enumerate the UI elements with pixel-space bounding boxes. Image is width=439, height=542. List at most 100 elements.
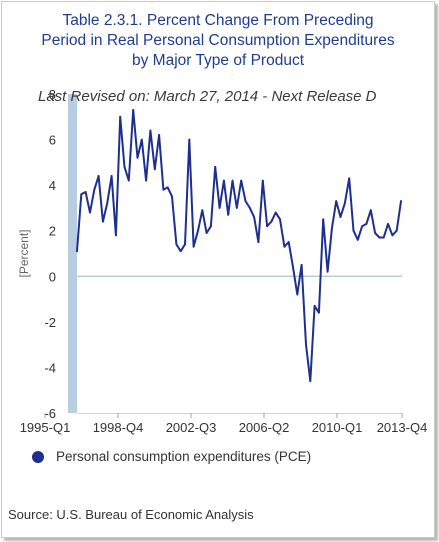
data-point bbox=[292, 266, 294, 269]
y-tick-label: -4 bbox=[44, 360, 56, 375]
data-point bbox=[175, 243, 178, 246]
data-point bbox=[395, 229, 398, 232]
data-point bbox=[123, 166, 126, 168]
legend: Personal consumption expenditures (PCE) bbox=[32, 449, 311, 464]
data-point bbox=[84, 191, 87, 193]
chart-title-line-2: Period in Real Personal Consumption Expe… bbox=[41, 32, 395, 49]
y-tick-label: -6 bbox=[44, 406, 56, 421]
y-tick-label: 8 bbox=[49, 87, 56, 102]
data-point bbox=[322, 218, 325, 221]
x-tick-label: 2002-Q3 bbox=[166, 420, 217, 435]
data-point bbox=[171, 195, 173, 198]
x-tick-label: 2006-Q2 bbox=[239, 420, 290, 435]
revision-note: Last Revised on: March 27, 2014 - Next R… bbox=[38, 88, 377, 105]
data-point bbox=[188, 138, 191, 141]
data-point bbox=[391, 234, 394, 237]
chart-frame: Table 2.3.1. Percent Change From Precedi… bbox=[1, 1, 435, 538]
data-point bbox=[348, 177, 351, 180]
chart-title-line-1: Table 2.3.1. Percent Change From Precedi… bbox=[62, 12, 374, 29]
line-chart: -6 -4 -2 0 2 4 6 8 [Percent] 1995-Q1 1998-Q4 2002-Q… bbox=[17, 87, 428, 435]
source-note: Source: U.S. Bureau of Economic Analysis bbox=[8, 507, 254, 522]
data-point bbox=[231, 179, 234, 182]
legend-label: Personal consumption expenditures (PCE) bbox=[56, 449, 312, 464]
data-point bbox=[89, 211, 91, 214]
data-point bbox=[140, 138, 143, 141]
data-point bbox=[318, 311, 320, 314]
data-point bbox=[369, 209, 372, 212]
y-tick-label: 2 bbox=[49, 224, 56, 239]
data-point bbox=[102, 220, 104, 223]
data-point bbox=[158, 134, 161, 136]
data-point bbox=[76, 250, 78, 253]
data-point bbox=[132, 109, 135, 111]
data-point bbox=[287, 241, 290, 244]
data-point bbox=[356, 238, 359, 241]
data-point bbox=[296, 293, 299, 296]
x-tick-label: 2013-Q4 bbox=[377, 420, 428, 435]
data-point bbox=[162, 188, 165, 191]
data-point bbox=[127, 179, 130, 182]
data-point bbox=[149, 129, 152, 132]
chart-title: Table 2.3.1. Percent Change From Precedi… bbox=[2, 11, 434, 71]
data-point bbox=[235, 207, 238, 209]
data-point bbox=[274, 211, 277, 214]
data-point bbox=[218, 207, 221, 209]
data-point bbox=[192, 245, 195, 248]
data-point bbox=[335, 200, 338, 203]
y-tick-label: 6 bbox=[49, 133, 56, 148]
legend-marker bbox=[32, 450, 44, 463]
data-point bbox=[80, 193, 83, 196]
data-point bbox=[197, 229, 199, 232]
data-point bbox=[339, 216, 342, 218]
data-point bbox=[214, 166, 217, 168]
data-point bbox=[223, 179, 225, 182]
data-point bbox=[331, 227, 333, 230]
data-point bbox=[106, 202, 109, 205]
x-tick-label: 1998-Q4 bbox=[93, 420, 144, 435]
data-point bbox=[201, 209, 204, 212]
data-point bbox=[361, 225, 363, 228]
data-point bbox=[227, 213, 230, 216]
data-point bbox=[279, 218, 281, 221]
data-point bbox=[283, 245, 286, 248]
data-point bbox=[300, 264, 303, 266]
data-point bbox=[266, 225, 268, 228]
data-point bbox=[97, 175, 100, 177]
y-tick-label: -2 bbox=[44, 315, 56, 330]
series-line-pce bbox=[76, 108, 402, 383]
data-point bbox=[387, 223, 389, 225]
data-point bbox=[205, 232, 208, 234]
data-point bbox=[153, 168, 156, 171]
data-point bbox=[179, 250, 182, 253]
data-point bbox=[110, 175, 113, 177]
data-point bbox=[184, 243, 186, 246]
data-point bbox=[93, 188, 96, 191]
data-point bbox=[352, 229, 355, 232]
data-point bbox=[326, 270, 329, 273]
data-point bbox=[119, 115, 122, 118]
data-point bbox=[166, 186, 169, 189]
data-point bbox=[400, 200, 402, 203]
data-point bbox=[248, 207, 251, 209]
data-point bbox=[261, 179, 264, 182]
data-point bbox=[244, 200, 247, 203]
y-axis-label: [Percent] bbox=[17, 229, 31, 277]
data-point bbox=[145, 179, 148, 182]
data-point bbox=[136, 156, 139, 159]
data-point bbox=[343, 202, 346, 205]
data-point bbox=[313, 305, 316, 307]
data-point bbox=[309, 380, 312, 382]
x-tick-label: 1995-Q1 bbox=[20, 420, 71, 435]
data-point bbox=[270, 220, 273, 223]
y-tick-label: 0 bbox=[49, 269, 56, 284]
data-point bbox=[210, 225, 212, 228]
data-point bbox=[257, 241, 260, 244]
data-point bbox=[378, 236, 381, 239]
data-point bbox=[374, 232, 376, 234]
x-tick-label: 2010-Q1 bbox=[312, 420, 363, 435]
data-point bbox=[382, 236, 385, 239]
data-point bbox=[253, 216, 256, 218]
data-point bbox=[365, 223, 368, 225]
data-point bbox=[240, 179, 243, 182]
chart-title-line-3: by Major Type of Product bbox=[131, 52, 305, 69]
